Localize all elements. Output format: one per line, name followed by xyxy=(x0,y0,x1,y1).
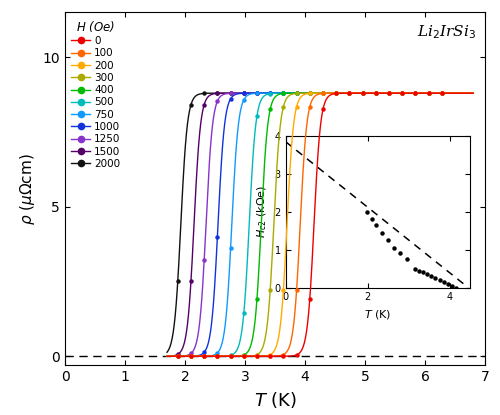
Legend: 0, 100, 200, 300, 400, 500, 750, 1000, 1250, 1500, 2000: 0, 100, 200, 300, 400, 500, 750, 1000, 1… xyxy=(69,17,122,171)
Y-axis label: $\rho$ ($\mu\Omega$cm): $\rho$ ($\mu\Omega$cm) xyxy=(18,153,37,225)
X-axis label: $T$ (K): $T$ (K) xyxy=(254,390,296,410)
Text: Li$_2$IrSi$_3$: Li$_2$IrSi$_3$ xyxy=(418,23,476,41)
